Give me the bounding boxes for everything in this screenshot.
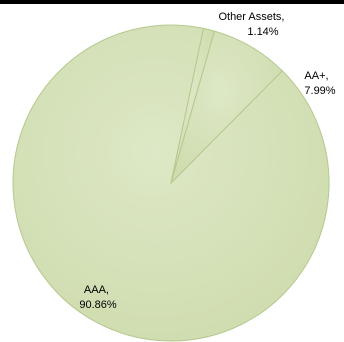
slice-label-aaa: AAA, 90.86% [79, 284, 117, 311]
top-border-line [0, 0, 344, 4]
slice-label-other-assets: Other Assets, 1.14% [218, 11, 287, 38]
slice-label-aa-plus: AA+, 7.99% [304, 70, 335, 97]
pie-slice-aa [170, 30, 283, 184]
